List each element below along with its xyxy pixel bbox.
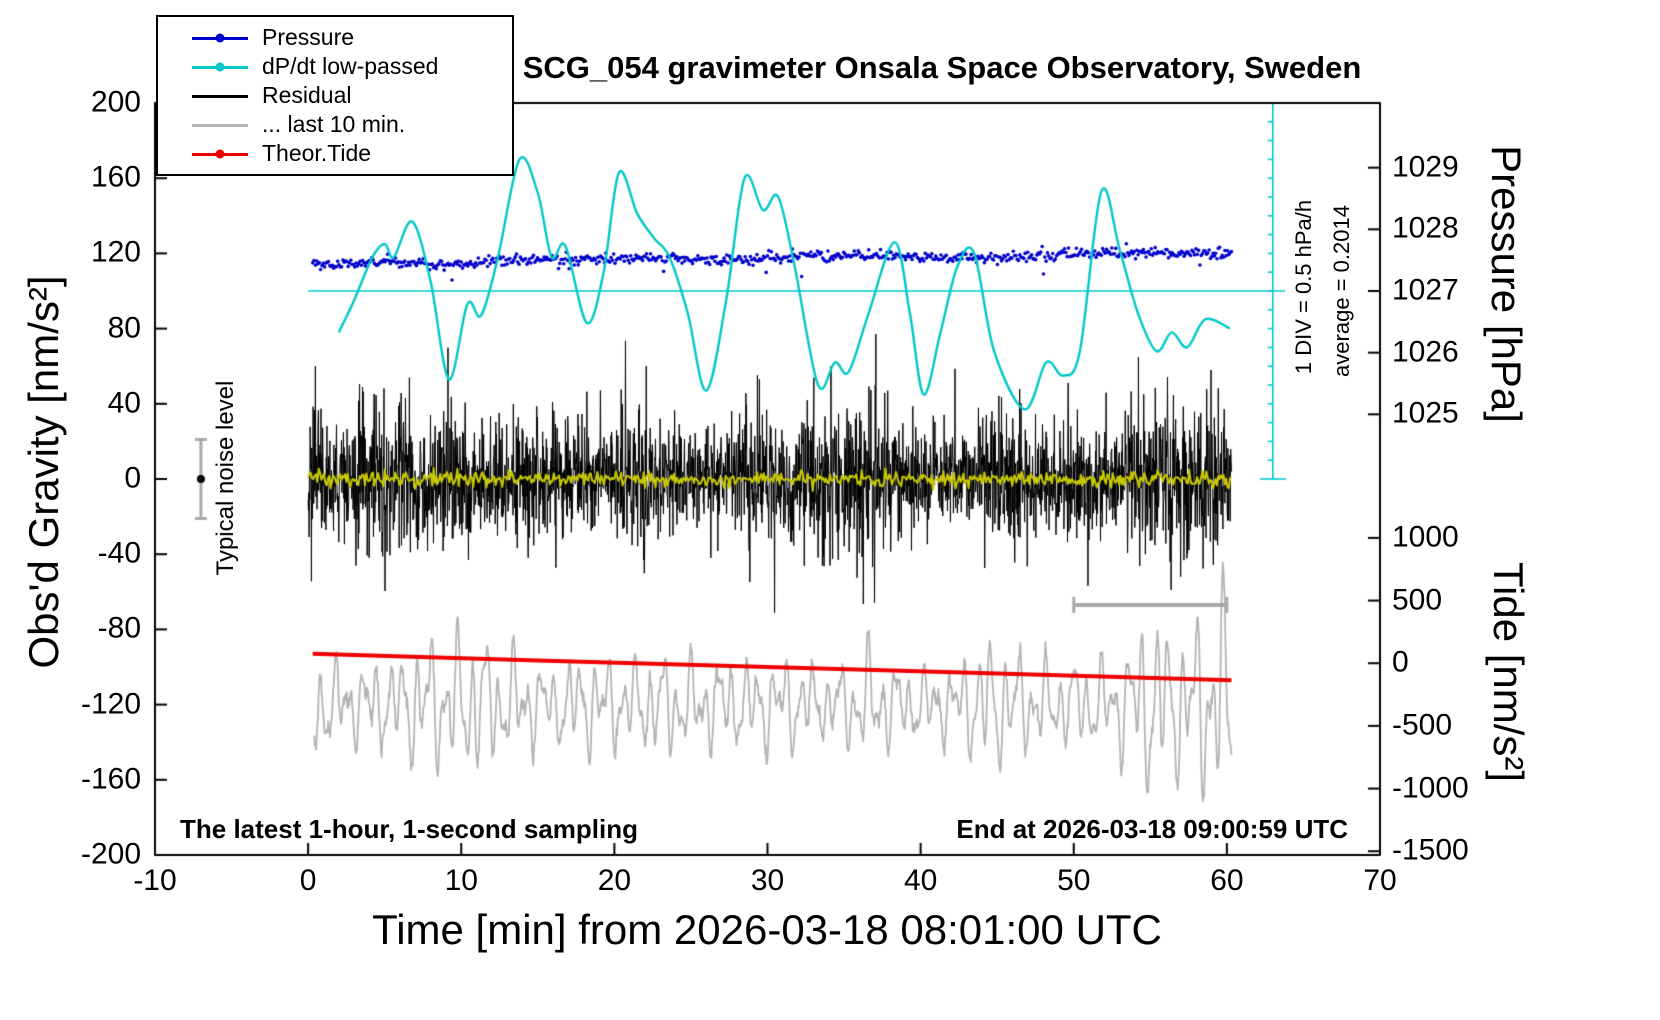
y-axis-title-pressure: Pressure [hPa] (1483, 145, 1530, 423)
sampling-annotation: The latest 1-hour, 1-second sampling (180, 814, 638, 844)
chart-title: SCG_054 gravimeter Onsala Space Observat… (522, 50, 1362, 85)
theor-tide-line-dot-icon (192, 149, 248, 159)
time-tick-label: 40 (903, 864, 938, 897)
last10-line-icon (192, 120, 248, 130)
gravity-tick-label: -80 (97, 611, 141, 645)
legend: Pressure dP/dt low-passed Residual ... l… (156, 15, 514, 176)
legend-item-last10: ... last 10 min. (158, 110, 512, 139)
tide-tick-label: -500 (1392, 708, 1453, 742)
time-tick-label: 30 (750, 864, 785, 897)
gravity-tick-label: -160 (80, 762, 141, 796)
legend-label: Theor.Tide (262, 140, 372, 166)
legend-item-pressure: Pressure (158, 23, 512, 52)
gravity-tick-label: 0 (124, 461, 141, 495)
gravity-tick-label: -120 (80, 686, 141, 720)
div-scale-annotation: 1 DIV = 0.5 hPa/h (1291, 199, 1316, 375)
gravity-tick-label: 200 (90, 85, 141, 119)
pressure-tick-label: 1028 (1392, 211, 1459, 245)
average-annotation: average = 0.2014 (1329, 205, 1354, 377)
gravity-tick-label: 80 (107, 310, 141, 344)
pressure-tick-label: 1025 (1392, 396, 1459, 430)
tide-tick-label: 0 (1392, 645, 1409, 679)
time-tick-label: 0 (299, 864, 317, 897)
legend-label: ... last 10 min. (262, 111, 406, 137)
gravity-tick-label: 120 (90, 235, 141, 269)
end-time-annotation: End at 2026-03-18 09:00:59 UTC (956, 814, 1348, 844)
gravity-tick-label: 40 (107, 386, 141, 420)
legend-item-dpdt: dP/dt low-passed (158, 52, 512, 81)
pressure-line-dot-icon (192, 33, 248, 43)
gravity-tick-label: 160 (90, 160, 141, 194)
legend-label: dP/dt low-passed (262, 53, 439, 79)
time-tick-label: 70 (1363, 864, 1397, 897)
gravity-tick-label: -200 (80, 837, 141, 871)
noise-level-annotation: Typical noise level (212, 380, 239, 576)
tide-tick-label: 1000 (1392, 520, 1459, 554)
tide-tick-label: -1500 (1392, 833, 1469, 867)
legend-item-residual: Residual (158, 81, 512, 110)
y-axis-title-gravity: Obs'd Gravity [nm/s²] (20, 275, 67, 669)
time-tick-label: 50 (1057, 864, 1091, 897)
residual-line-icon (192, 91, 248, 101)
legend-label: Pressure (262, 24, 355, 50)
time-tick-label: 60 (1210, 864, 1244, 897)
time-tick-label: 20 (597, 864, 632, 897)
y-axis-title-tide: Tide [nm/s²] (1485, 561, 1532, 783)
pressure-tick-label: 1029 (1392, 149, 1459, 183)
tide-tick-label: -1000 (1392, 770, 1469, 804)
dpdt-line-dot-icon (192, 62, 248, 72)
tide-tick-label: 500 (1392, 582, 1443, 616)
pressure-tick-label: 1026 (1392, 334, 1459, 368)
legend-label: Residual (262, 82, 352, 108)
time-tick-label: 10 (444, 864, 478, 897)
gravity-tick-label: -40 (97, 536, 141, 570)
pressure-tick-label: 1027 (1392, 273, 1459, 307)
x-axis-title: Time [min] from 2026-03-18 08:01:00 UTC (372, 906, 1162, 953)
legend-item-theor-tide: Theor.Tide (158, 139, 512, 168)
time-tick-label: -10 (133, 864, 177, 897)
